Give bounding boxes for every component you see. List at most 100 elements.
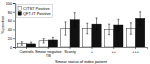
x-tick-mark [48,47,49,49]
x-tick-label-line: +++ [132,50,139,54]
x-axis-title: Smear status of index patient [55,59,108,64]
error-bar [130,23,132,34]
legend: C/TST PositiveQFT-IT Positive [17,5,53,18]
x-tick: Controls [19,47,33,54]
y-tick: 100 [6,2,15,6]
error-bar-stem [109,24,110,35]
chart-svg: 0 20 40 60 80 100 ControlsSmear negativeTBScan… [0,0,150,64]
error-bar-cap [21,45,23,46]
y-tick: 40 [8,28,15,32]
y-tick-label: 60 [8,19,12,23]
error-bar-cap [130,22,132,23]
error-bar [139,12,141,25]
legend-swatch [18,12,22,16]
error-bar-cap [30,45,32,46]
x-tick: Smear negativeTB [35,47,62,58]
error-bar [96,18,98,30]
y-tick-label: 40 [8,28,12,32]
legend-item: QFT-IT Positive [18,11,51,16]
x-tick-label: Smear negativeTB [35,50,62,58]
y-axis-title: % positive [0,15,5,34]
x-tick-label-line: Controls [19,50,33,54]
error-bar-cap [139,11,141,12]
error-bar-cap [108,34,110,35]
error-bar-stem [140,12,141,25]
y-tick-label: 0 [10,46,12,50]
error-bar [117,19,119,30]
error-bar-cap [43,38,45,39]
x-tick-label: Controls [19,50,33,54]
x-axis: ControlsSmear negativeTBScanty++++++ [16,47,148,58]
legend-label: QFT-IT Positive [23,11,51,16]
y-tick-label: 80 [8,11,12,15]
error-bar-cap [86,23,88,24]
error-bar-cap [30,42,32,43]
error-bar-stem [65,22,66,35]
error-bar-stem [31,42,32,46]
error-bar [108,24,110,35]
error-bar-cap [43,43,45,44]
error-bar [43,39,45,43]
error-bar-cap [21,41,23,42]
error-bar-stem [21,42,22,46]
error-bar-stem [43,39,44,43]
error-bar-stem [130,23,131,34]
y-tick-mark [13,29,15,30]
y-tick-mark [13,12,15,13]
x-tick-label: +++ [132,50,139,54]
plot: 0 20 40 60 80 100 ControlsSmear negativeTBScan… [6,2,148,58]
x-tick-label-line: ++ [112,50,117,54]
x-tick-mark [91,47,92,49]
y-tick-label: 20 [8,37,12,41]
error-bar-cap [96,17,98,18]
error-bar-cap [130,34,132,35]
y-tick: 80 [8,11,15,15]
legend-swatch [18,7,22,11]
x-tick-mark [135,47,136,49]
x-tick-label: + [91,50,94,54]
x-tick-mark [26,47,27,49]
y-tick: 20 [8,37,15,41]
x-tick-mark [113,47,114,49]
error-bar-stem [74,13,75,27]
x-tick-label-line: + [91,50,94,54]
x-tick-label: Scanty [64,50,76,54]
chart: 0 20 40 60 80 100 ControlsSmear negativeTBScan… [0,0,150,64]
error-bar-cap [64,21,66,22]
y-tick-mark [13,21,15,22]
error-bar-stem [87,23,88,34]
error-bar-cap [74,12,76,13]
y-tick: 0 [10,46,15,50]
error-bar-stem [118,19,119,30]
error-bar-cap [117,30,119,31]
error-bar [21,42,23,46]
error-bar [64,22,66,35]
error-bar [30,42,32,46]
y-tick-mark [13,3,15,4]
error-bar-cap [96,30,98,31]
y-tick: 60 [8,19,15,23]
error-bar-cap [108,24,110,25]
error-bar-cap [139,25,141,26]
x-tick-mark [70,47,71,49]
x-tick: + [91,47,94,54]
x-tick-label: ++ [112,50,117,54]
y-tick-mark [13,47,15,48]
error-bar-cap [52,37,54,38]
x-tick-label-line: TB [46,54,51,58]
y-axis: 0 20 40 60 80 100 [6,2,16,50]
y-axis-line [13,4,16,48]
error-bar-stem [96,18,97,30]
error-bar [74,13,76,27]
x-tick: Scanty [64,47,76,54]
error-bar-cap [74,26,76,27]
x-tick: ++ [112,47,117,54]
legend-frame [17,5,53,18]
y-tick-label: 100 [6,2,12,6]
error-bar-cap [64,35,66,36]
error-bar-cap [52,42,54,43]
x-tick-label-line: Scanty [64,50,76,54]
error-bar [52,37,54,42]
error-bar-cap [117,19,119,20]
error-bar-cap [86,33,88,34]
